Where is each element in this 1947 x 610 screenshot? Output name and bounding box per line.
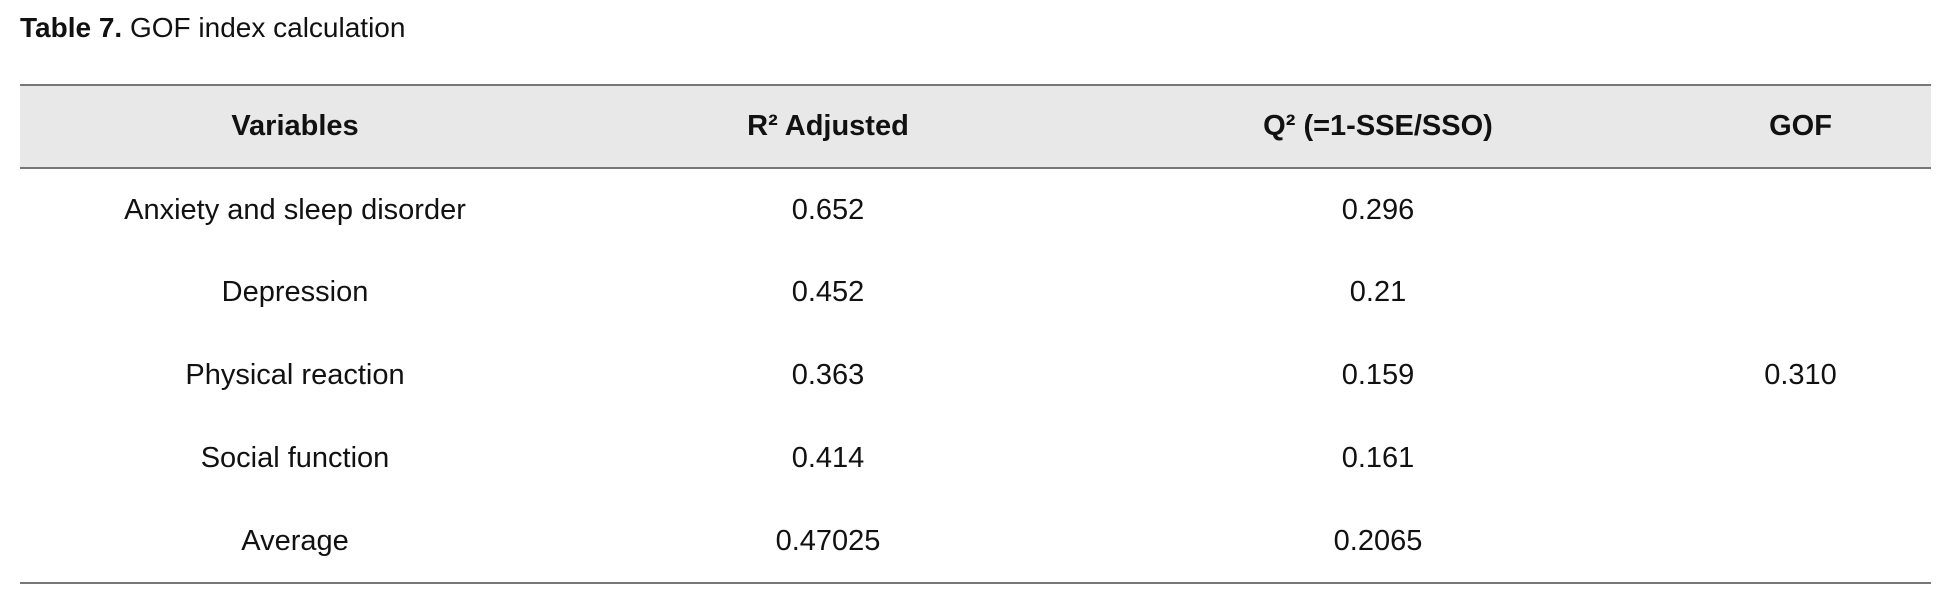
- header-cell: GOF: [1670, 84, 1931, 169]
- table-cell: 0.161: [1341, 442, 1415, 474]
- caption-title: GOF index calculation: [129, 12, 406, 43]
- table-header: Variables R² Adjusted Q² (=1-SSE/SSO) GOF: [20, 84, 1931, 169]
- table: Variables R² Adjusted Q² (=1-SSE/SSO) GOF A…: [20, 84, 1931, 584]
- table-row: Physical reaction 0.363 0.159: [20, 334, 1931, 417]
- table-cell: 0.452: [791, 276, 865, 308]
- table-cell: 0.2065: [1086, 500, 1670, 584]
- table-row: Average 0.47025 0.2065: [20, 500, 1931, 584]
- table-cell: Depression: [221, 276, 369, 308]
- table-row: Depression 0.452 0.21: [20, 251, 1931, 334]
- table-cell: 0.652: [791, 193, 865, 226]
- table-cell: 0.363: [791, 359, 865, 391]
- table-row: Anxiety and sleep disorder 0.652 0.296 0.31…: [20, 168, 1931, 584]
- table-row: Social function 0.414 0.161: [20, 417, 1931, 500]
- table-cell: Anxiety and sleep disorder: [124, 193, 466, 226]
- table-cell: Social function: [200, 442, 390, 474]
- table-cell: Average: [20, 500, 570, 584]
- caption-label: Table 7.: [20, 12, 123, 43]
- header-cell: Q² (=1-SSE/SSO): [1086, 84, 1670, 169]
- caption: Table 7. GOF index calculation: [20, 10, 405, 46]
- table-body: Anxiety and sleep disorder 0.652 0.296 0.31…: [20, 168, 1931, 584]
- table-cell: 0.47025: [570, 500, 1086, 584]
- table-cell: 0.414: [791, 442, 865, 474]
- header-cell: Variables: [20, 84, 570, 169]
- header-row: Variables R² Adjusted Q² (=1-SSE/SSO) GOF: [20, 84, 1931, 169]
- gof-cell: 0.310: [1670, 168, 1931, 584]
- table-cell: 0.159: [1341, 359, 1415, 391]
- header-cell: R² Adjusted: [570, 84, 1086, 169]
- table-cell: 0.21: [1349, 276, 1407, 308]
- table-cell: Physical reaction: [185, 359, 405, 391]
- table-cell: 0.296: [1341, 193, 1415, 226]
